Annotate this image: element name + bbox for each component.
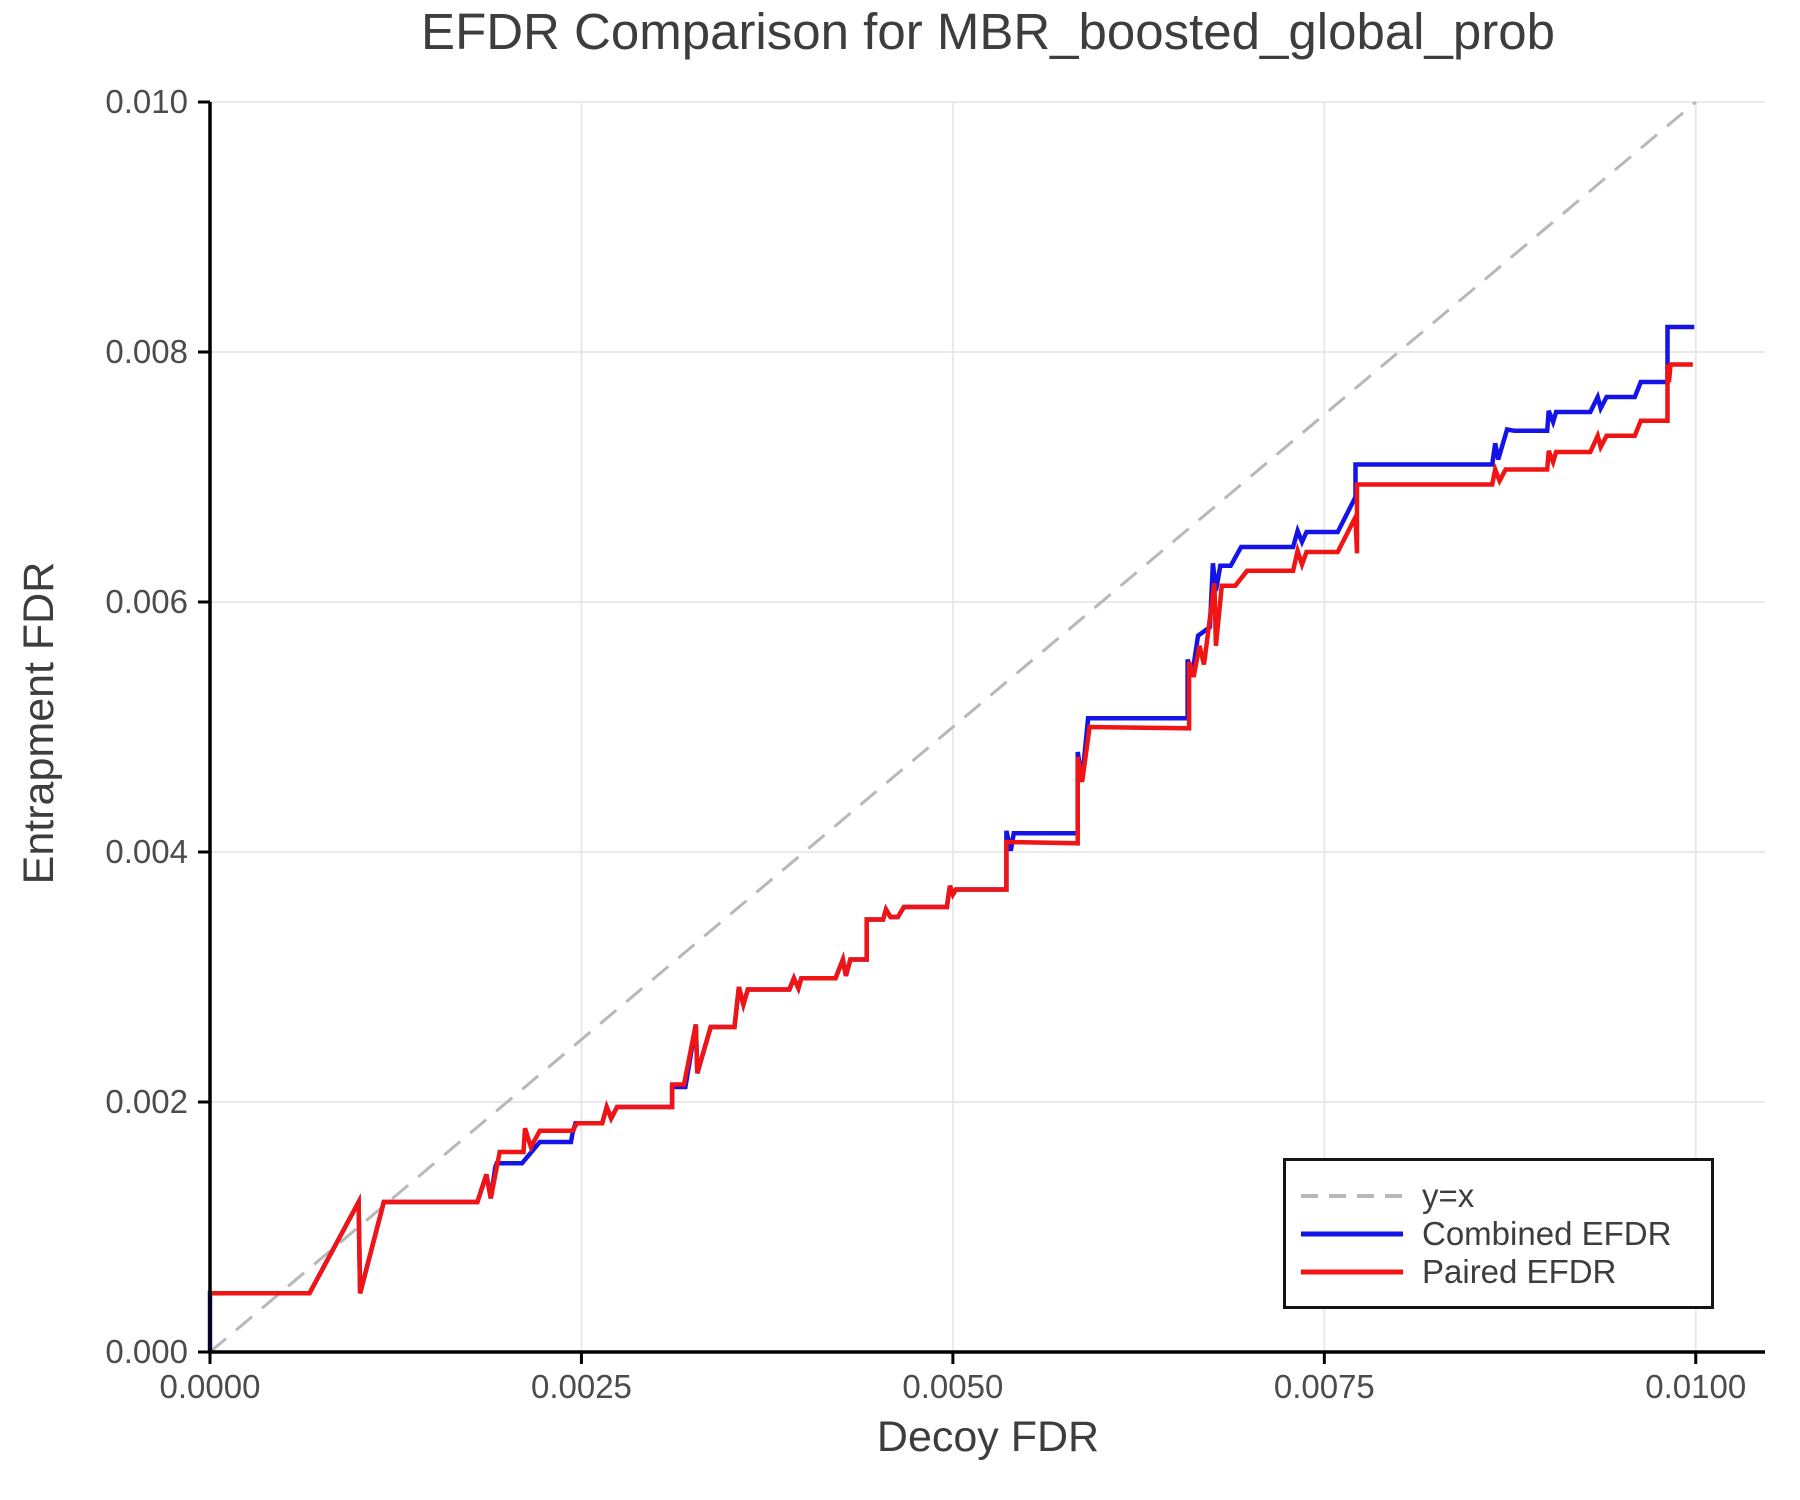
series-line-y-x — [209, 100, 1697, 1354]
chart-title: EFDR Comparison for MBR_boosted_global_p… — [421, 3, 1555, 60]
y-axis-label: Entrapment FDR — [15, 561, 63, 885]
y-tick-label: 0.010 — [105, 83, 188, 120]
legend-row-paired-efdr: Paired EFDR — [1299, 1253, 1711, 1291]
legend-line-blue-icon — [1301, 1231, 1403, 1236]
legend-line-dashed-icon — [1301, 1193, 1403, 1198]
y-tick-label: 0.002 — [105, 1083, 188, 1120]
legend-label-combined-efdr: Combined EFDR — [1422, 1214, 1672, 1252]
y-tick-label: 0.000 — [105, 1333, 188, 1370]
legend-row-yx: y=x — [1299, 1177, 1711, 1215]
legend-row-combined-efdr: Combined EFDR — [1299, 1215, 1711, 1253]
x-tick-label: 0.0025 — [531, 1368, 632, 1405]
x-tick-label: 0.0050 — [902, 1368, 1003, 1405]
y-tick-label: 0.006 — [105, 583, 188, 620]
x-tick-label: 0.0075 — [1274, 1368, 1375, 1405]
legend-line-red-icon — [1301, 1269, 1403, 1274]
x-axis-label: Decoy FDR — [876, 1413, 1100, 1461]
x-tick-label: 0.0100 — [1645, 1368, 1746, 1405]
x-tick-label: 0.0000 — [160, 1368, 261, 1405]
y-tick-label: 0.008 — [105, 333, 188, 370]
y-tick-label: 0.004 — [105, 833, 188, 870]
legend-label-paired-efdr: Paired EFDR — [1422, 1252, 1617, 1290]
legend: y=x Combined EFDR Paired EFDR — [1283, 1158, 1714, 1309]
series-line-paired-efdr — [210, 362, 1693, 1296]
legend-label-yx: y=x — [1422, 1176, 1475, 1214]
